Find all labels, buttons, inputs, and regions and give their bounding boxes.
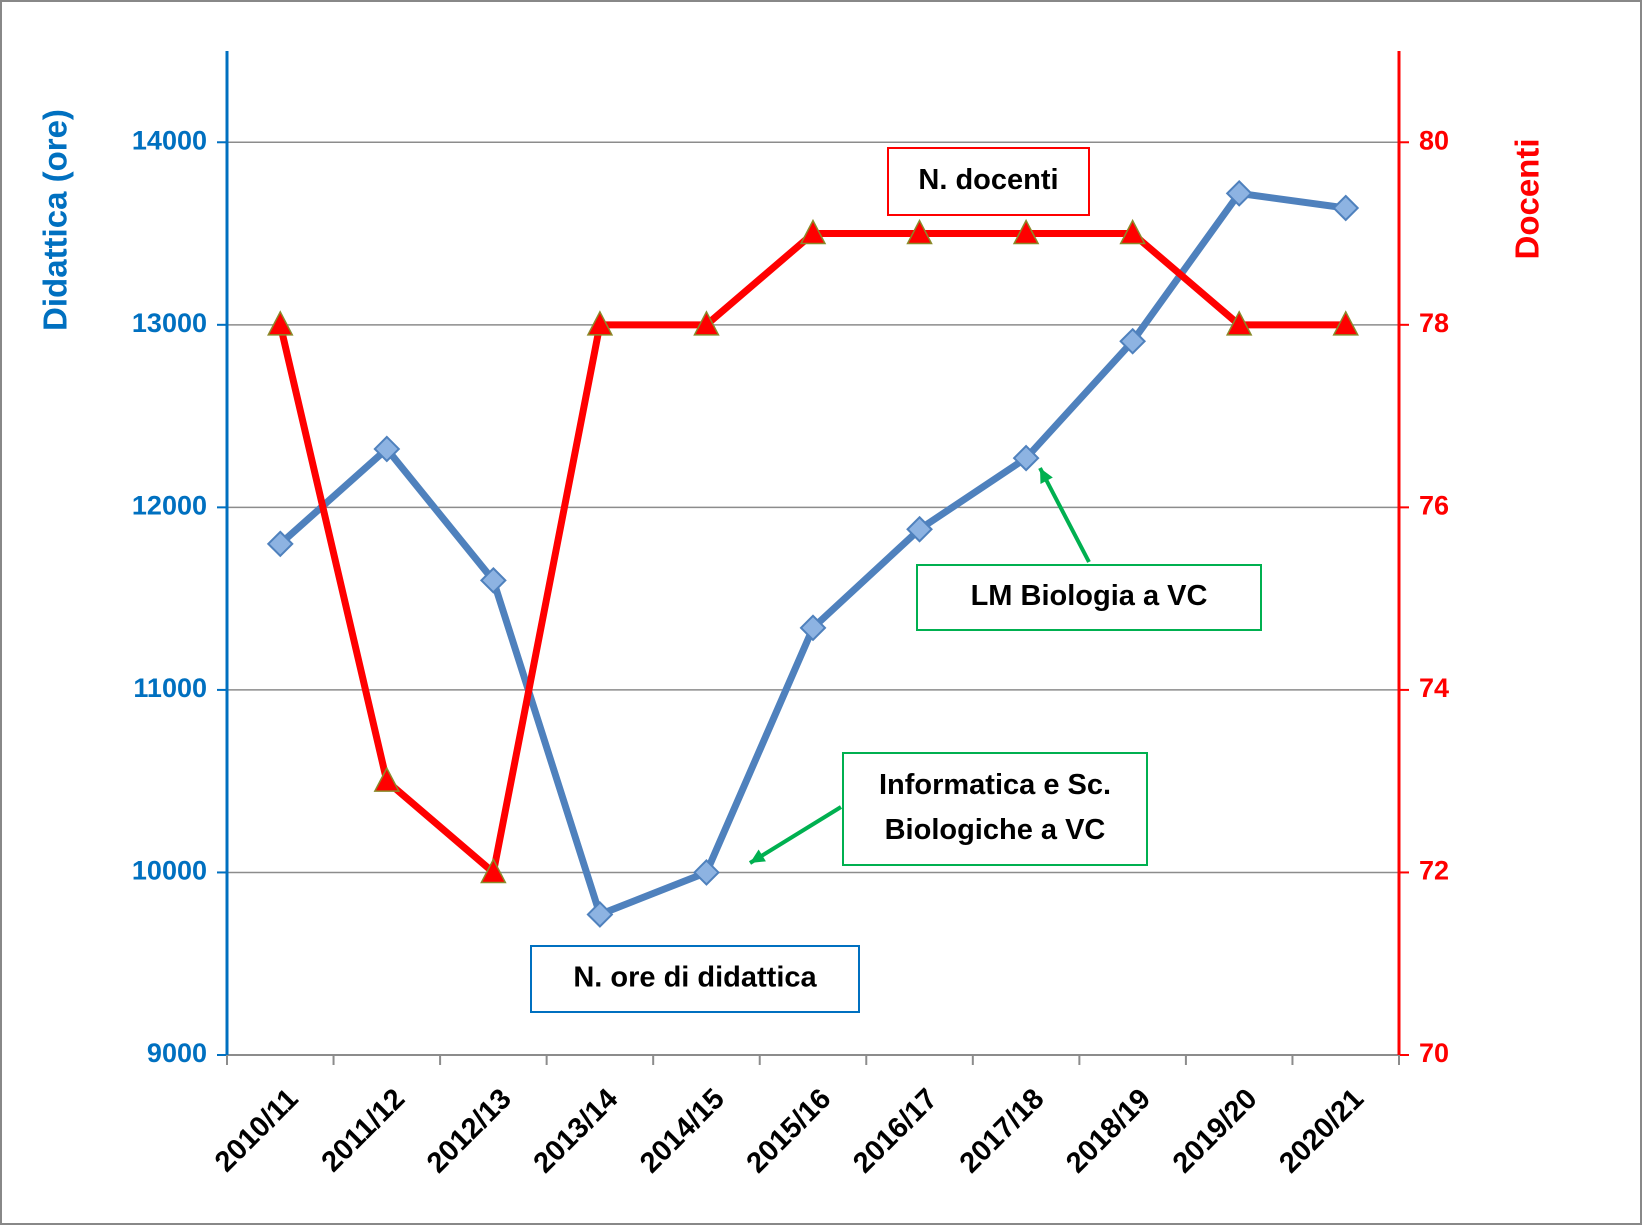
y-tick-label: 12000	[132, 490, 207, 520]
y-tick-label: 9000	[147, 1038, 207, 1068]
y-tick-label: 13000	[132, 308, 207, 338]
annotation-box	[916, 564, 1262, 631]
triangle-marker	[373, 766, 401, 792]
arrow-line	[1038, 467, 1091, 563]
triangle-marker	[1012, 218, 1040, 245]
y2-tick-label: 76	[1419, 490, 1449, 520]
diamond-marker	[906, 515, 933, 543]
diamond-marker	[1119, 327, 1147, 355]
y2-tick-label: 80	[1419, 125, 1449, 155]
annotation-text: Biologiche a VC	[885, 814, 1106, 846]
y2-tick-label: 70	[1419, 1038, 1449, 1068]
diamond-marker	[693, 859, 720, 886]
triangle-marker	[586, 310, 614, 336]
triangle-marker	[1225, 310, 1253, 336]
diamond-marker	[479, 566, 507, 594]
triangle-marker	[1332, 310, 1359, 336]
y-tick-label: 11000	[133, 673, 207, 703]
triangle-marker	[693, 310, 720, 336]
arrow-head	[1040, 468, 1053, 484]
arrow-head	[750, 849, 766, 863]
diamond-marker	[266, 530, 294, 558]
diamond-marker	[1012, 444, 1040, 472]
annotation-box	[530, 945, 860, 1013]
triangle-marker	[1119, 218, 1146, 245]
diamond-marker	[1225, 179, 1253, 207]
triangle-marker	[906, 218, 933, 245]
annotation-text: LM Biologia a VC	[971, 580, 1208, 612]
annotation-text: N. ore di didattica	[573, 962, 817, 994]
triangle-marker	[267, 310, 294, 336]
annotation-box	[887, 147, 1090, 216]
annotation-text: N. docenti	[918, 164, 1058, 196]
y2-axis-title: Docenti	[1509, 138, 1546, 259]
y2-tick-label: 78	[1419, 308, 1449, 338]
diamond-marker	[586, 901, 614, 928]
y-tick-label: 14000	[132, 125, 207, 155]
diamond-marker	[799, 614, 827, 642]
diamond-marker	[373, 435, 401, 463]
annotation-text: Informatica e Sc.	[879, 769, 1111, 801]
y2-tick-label: 74	[1419, 673, 1449, 703]
triangle-marker	[799, 218, 827, 245]
triangle-marker	[480, 857, 507, 884]
arrow-line	[748, 805, 843, 865]
diamond-marker	[1332, 194, 1360, 222]
annotation-box	[842, 752, 1148, 866]
y-tick-label: 10000	[132, 856, 207, 886]
y-axis-title: Didattica (ore)	[37, 109, 74, 331]
y2-tick-label: 72	[1419, 856, 1449, 886]
